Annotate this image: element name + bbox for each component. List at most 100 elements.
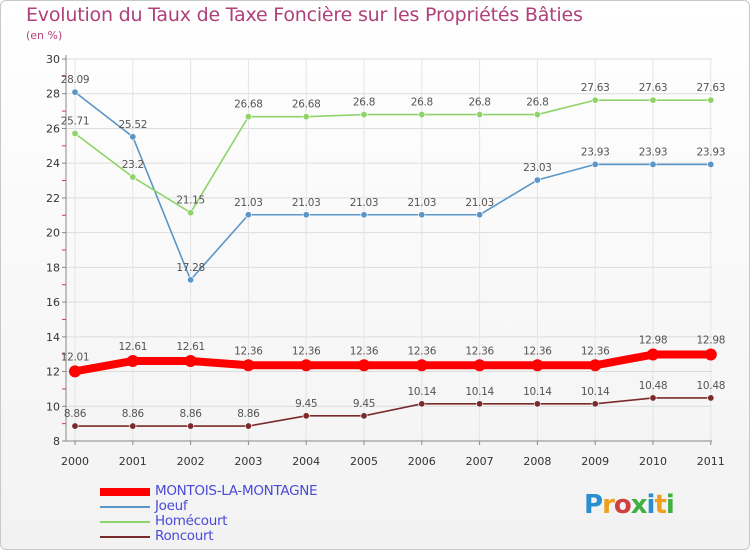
data-point-joeuf bbox=[533, 176, 541, 184]
data-label-hom-court: 26.8 bbox=[353, 97, 375, 109]
data-label-montois-la-montagne: 12.36 bbox=[408, 345, 437, 357]
data-label-montois-la-montagne: 12.98 bbox=[639, 335, 668, 347]
data-point-hom-court bbox=[302, 113, 310, 121]
legend-label: Roncourt bbox=[155, 528, 214, 544]
y-tick-label: 28 bbox=[46, 88, 60, 101]
data-point-hom-court bbox=[591, 96, 599, 104]
series-line-hom-court bbox=[74, 99, 712, 214]
data-label-hom-court: 27.63 bbox=[639, 82, 668, 94]
y-tick-label: 20 bbox=[46, 227, 60, 240]
data-label-joeuf: 28.09 bbox=[61, 74, 90, 86]
data-point-roncourt bbox=[129, 422, 137, 430]
data-point-joeuf bbox=[302, 211, 310, 219]
data-label-roncourt: 8.86 bbox=[237, 408, 260, 420]
data-label-joeuf: 21.03 bbox=[292, 197, 321, 209]
x-tick-label: 2011 bbox=[697, 455, 725, 468]
data-label-roncourt: 9.45 bbox=[295, 398, 317, 410]
data-point-montois-la-montagne bbox=[300, 359, 313, 372]
legend-label: MONTOIS-LA-MONTAGNE bbox=[155, 483, 318, 499]
y-tick-label: 26 bbox=[46, 122, 60, 135]
y-tick-label: 24 bbox=[46, 157, 60, 170]
data-point-joeuf bbox=[71, 88, 79, 96]
data-point-montois-la-montagne bbox=[358, 359, 370, 372]
data-point-hom-court bbox=[418, 111, 426, 119]
data-point-joeuf bbox=[707, 160, 715, 168]
data-point-montois-la-montagne bbox=[589, 359, 602, 372]
data-label-hom-court: 27.63 bbox=[581, 82, 610, 94]
data-label-joeuf: 25.52 bbox=[119, 119, 148, 131]
y-tick-label: 10 bbox=[46, 400, 60, 413]
y-tick-label: 30 bbox=[46, 53, 60, 66]
data-point-joeuf bbox=[360, 211, 368, 219]
data-label-montois-la-montagne: 12.36 bbox=[234, 345, 263, 357]
data-point-joeuf bbox=[129, 133, 137, 141]
data-label-hom-court: 23.2 bbox=[122, 159, 144, 171]
data-label-hom-court: 26.8 bbox=[411, 97, 433, 109]
data-point-joeuf bbox=[187, 276, 195, 284]
data-point-montois-la-montagne bbox=[69, 365, 81, 378]
data-point-hom-court bbox=[649, 96, 657, 104]
data-label-montois-la-montagne: 12.01 bbox=[61, 351, 90, 363]
data-label-hom-court: 21.15 bbox=[176, 195, 205, 207]
data-label-roncourt: 9.45 bbox=[353, 398, 375, 410]
data-label-roncourt: 10.14 bbox=[408, 386, 437, 398]
data-label-montois-la-montagne: 12.36 bbox=[350, 345, 379, 357]
data-label-hom-court: 26.8 bbox=[526, 97, 548, 109]
y-tick-label: 14 bbox=[46, 331, 60, 344]
y-tick-label: 16 bbox=[46, 296, 60, 309]
x-tick-label: 2002 bbox=[177, 455, 205, 468]
data-label-roncourt: 8.86 bbox=[122, 408, 145, 420]
data-label-joeuf: 23.93 bbox=[697, 146, 726, 158]
data-label-joeuf: 23.93 bbox=[639, 146, 668, 158]
data-label-montois-la-montagne: 12.98 bbox=[697, 335, 726, 347]
data-label-hom-court: 26.68 bbox=[292, 99, 321, 111]
data-point-roncourt bbox=[302, 412, 310, 420]
data-point-montois-la-montagne bbox=[531, 359, 544, 372]
x-tick-label: 2009 bbox=[581, 455, 609, 468]
data-point-montois-la-montagne bbox=[473, 359, 486, 372]
data-point-joeuf bbox=[591, 160, 599, 168]
data-point-montois-la-montagne bbox=[415, 359, 428, 372]
legend-swatch bbox=[100, 521, 150, 523]
legend-swatch bbox=[100, 506, 150, 508]
data-point-roncourt bbox=[533, 400, 541, 408]
data-point-joeuf bbox=[649, 160, 657, 168]
x-tick-label: 2000 bbox=[61, 455, 89, 468]
data-point-roncourt bbox=[360, 412, 368, 420]
data-point-joeuf bbox=[244, 211, 252, 219]
proxiti-logo: Proxiti bbox=[584, 490, 675, 520]
x-tick-label: 2008 bbox=[523, 455, 551, 468]
data-point-montois-la-montagne bbox=[126, 354, 139, 367]
data-point-hom-court bbox=[707, 96, 715, 104]
series-line-roncourt bbox=[74, 397, 712, 427]
data-point-hom-court bbox=[533, 111, 541, 119]
series-line-montois-la-montagne bbox=[71, 350, 715, 376]
data-label-joeuf: 21.03 bbox=[465, 197, 494, 209]
data-label-montois-la-montagne: 12.36 bbox=[581, 345, 610, 357]
x-tick-label: 2001 bbox=[119, 455, 147, 468]
x-tick-label: 2004 bbox=[292, 455, 320, 468]
data-point-montois-la-montagne bbox=[242, 359, 255, 372]
data-point-roncourt bbox=[187, 422, 195, 430]
legend-swatch bbox=[100, 536, 150, 538]
x-tick-label: 2003 bbox=[234, 455, 262, 468]
data-label-hom-court: 26.8 bbox=[469, 97, 491, 109]
legend-label: Joeuf bbox=[155, 498, 188, 514]
data-point-roncourt bbox=[244, 422, 252, 430]
data-label-joeuf: 21.03 bbox=[234, 197, 263, 209]
data-label-montois-la-montagne: 12.61 bbox=[119, 341, 148, 353]
data-point-hom-court bbox=[476, 111, 484, 119]
data-point-hom-court bbox=[71, 129, 79, 137]
data-label-hom-court: 27.63 bbox=[697, 82, 726, 94]
data-label-joeuf: 17.28 bbox=[176, 262, 205, 274]
data-point-hom-court bbox=[244, 113, 252, 121]
y-tick-label: 18 bbox=[46, 261, 60, 274]
data-point-montois-la-montagne bbox=[704, 348, 717, 361]
y-axis-unit: (en %) bbox=[26, 29, 63, 42]
legend-label: Homécourt bbox=[155, 513, 228, 529]
chart-title: Evolution du Taux de Taxe Foncière sur l… bbox=[26, 4, 583, 26]
data-label-joeuf: 23.03 bbox=[523, 162, 552, 174]
data-point-roncourt bbox=[591, 400, 599, 408]
